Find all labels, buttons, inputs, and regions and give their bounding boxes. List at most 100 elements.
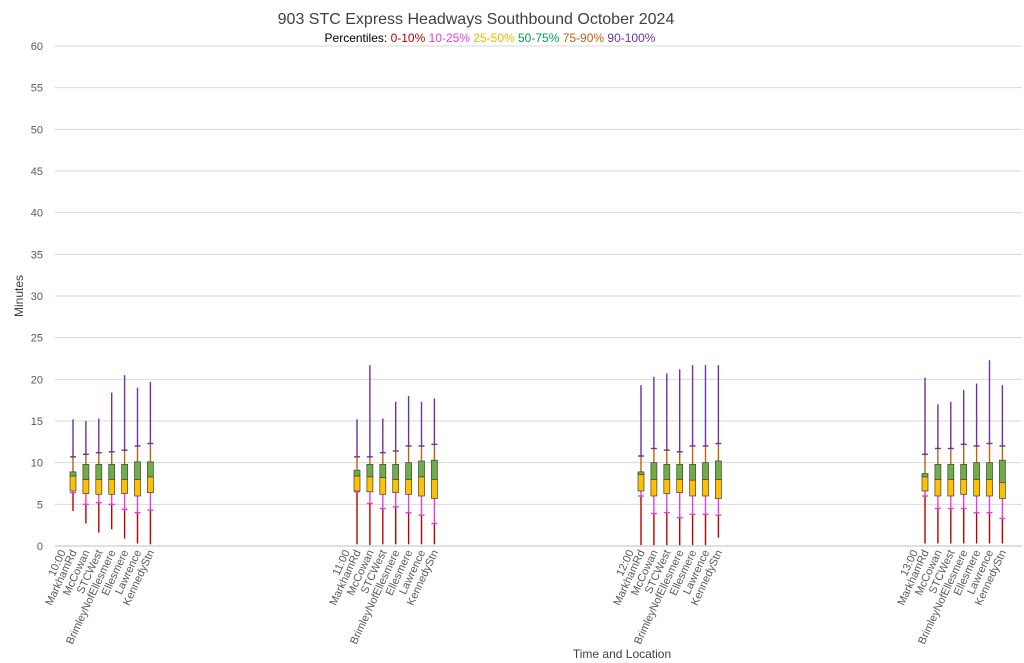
y-tick-label: 5 [37,499,43,511]
box-50-75 [702,462,709,480]
box-13:00-Lawrence [986,360,993,544]
box-12:00-Lawrence [702,365,709,546]
box-50-75 [108,463,116,480]
box-25-50 [379,477,387,495]
box-13:00-McCowan [934,404,942,544]
box-25-50 [986,478,993,497]
box-12:00-Ellesmere [689,365,696,546]
box-50-75 [715,460,722,480]
y-tick-label: 50 [31,124,43,136]
legend-item-90-100%: 90-100% [607,31,655,45]
box-50-75 [405,462,412,480]
y-tick-label: 40 [31,208,43,220]
box-25-50 [934,478,942,497]
box-50-75 [353,469,361,477]
box-50-75 [650,462,658,480]
box-25-50 [392,478,400,494]
box-50-75 [366,463,374,478]
box-11:00-BrimleyNofEllesmere [392,401,400,545]
box-25-50 [95,478,103,495]
box-25-50 [134,478,141,497]
box-50-75 [676,463,684,480]
y-axis-ticks: 0 5 10 15 20 25 30 35 40 45 50 55 60 [31,41,43,553]
box-50-75 [418,460,425,478]
box-12:00-BrimleyNofEllesmere [676,369,684,546]
box-25-50 [973,478,980,497]
box-25-50 [702,478,709,497]
box-25-50 [921,476,929,492]
box-25-50 [418,476,425,497]
box-25-50 [108,478,116,495]
legend-label: Percentiles: [325,31,391,45]
box-50-75 [986,462,993,480]
box-50-75 [960,463,968,480]
box-11:00-MarkhamRd [353,419,361,545]
box-25-50 [405,478,412,495]
box-50-75 [999,459,1006,484]
box-25-50 [650,478,658,497]
box-10:00-Lawrence [134,387,141,544]
box-50-75 [95,463,103,480]
box-50-75 [663,463,671,480]
y-tick-label: 30 [31,291,43,303]
box-50-75 [147,461,154,478]
box-10:00-Ellesmere [121,375,128,539]
box-10:00-McCowan [82,421,90,524]
box-25-50 [689,479,696,497]
box-25-50 [121,478,128,494]
box-12:00-MarkhamRd [637,385,645,546]
box-13:00-Ellesmere [973,383,980,544]
box-12:00-KennedyStn [715,365,722,538]
box-12:00-STCWest [663,373,671,546]
box-50-75 [689,463,696,481]
box-11:00-Lawrence [418,401,425,545]
box-25-50 [663,478,671,494]
box-11:00-Ellesmere [405,396,412,545]
box-25-50 [715,478,722,499]
box-50-75 [134,461,141,480]
chart-title: 903 STC Express Headways Southbound Octo… [278,11,675,28]
box-25-50 [676,478,684,494]
box-50-75 [431,459,438,480]
box-11:00-KennedyStn [431,398,438,545]
y-tick-label: 25 [31,333,43,345]
box-50-75 [121,463,128,480]
box-25-50 [69,475,77,492]
box-13:00-BrimleyNofEllesmere [960,390,968,544]
y-tick-label: 0 [37,541,43,553]
box-plots [69,360,1006,546]
legend-item-10-25%: 10-25% [429,31,474,45]
y-tick-label: 35 [31,249,43,261]
legend-item-75-90%: 75-90% [563,31,608,45]
x-axis-labels: 10:00MarkhamRdMcCowanSTCWestBrimleyNofEl… [44,548,1010,646]
legend-item-0-10%: 0-10% [391,31,429,45]
y-tick-label: 55 [31,83,43,95]
box-50-75 [637,471,645,475]
box-10:00-STCWest [95,418,103,533]
box-10:00-BrimleyNofEllesmere [108,392,116,530]
gridlines [55,45,1022,547]
box-12:00-McCowan [650,376,658,546]
y-tick-label: 45 [31,166,43,178]
box-25-50 [147,476,154,494]
box-11:00-STCWest [379,418,387,545]
box-25-50 [960,478,968,495]
y-tick-label: 20 [31,374,43,386]
box-50-75 [82,463,90,480]
box-25-50 [353,475,361,492]
box-50-75 [392,463,400,480]
box-10:00-MarkhamRd [69,419,77,511]
legend-item-50-75%: 50-75% [518,31,563,45]
box-50-75 [934,463,942,480]
y-tick-label: 10 [31,458,43,470]
box-50-75 [947,463,955,480]
y-tick-label: 60 [31,41,43,53]
box-13:00-STCWest [947,401,955,544]
box-10:00-KennedyStn [147,381,154,545]
legend: Percentiles: 0-10% 10-25% 25-50% 50-75% … [325,31,656,45]
box-25-50 [82,478,90,494]
box-50-75 [973,462,980,480]
box-13:00-KennedyStn [999,385,1006,544]
box-50-75 [69,471,77,477]
